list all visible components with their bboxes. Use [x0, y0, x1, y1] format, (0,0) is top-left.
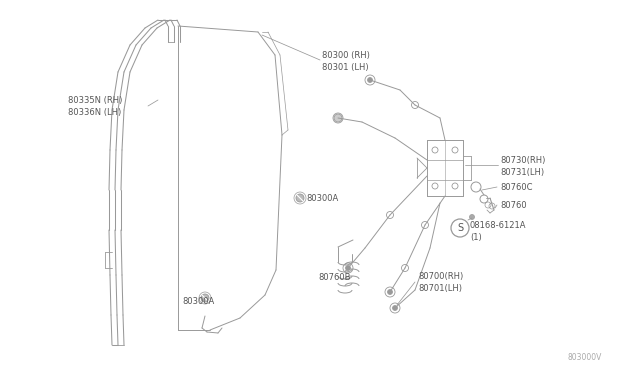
Text: (1): (1): [470, 232, 482, 241]
Circle shape: [335, 115, 340, 121]
Text: 80336N (LH): 80336N (LH): [68, 108, 121, 116]
Text: 80760C: 80760C: [500, 183, 532, 192]
Text: 803000V: 803000V: [568, 353, 602, 362]
Circle shape: [346, 266, 351, 270]
Text: 80760: 80760: [500, 201, 527, 209]
Text: 80700(RH): 80700(RH): [418, 273, 463, 282]
Circle shape: [367, 77, 372, 83]
Text: S: S: [457, 223, 463, 233]
Circle shape: [470, 215, 474, 219]
Circle shape: [201, 294, 209, 302]
Text: 80730(RH): 80730(RH): [500, 155, 545, 164]
Text: 08168-6121A: 08168-6121A: [470, 221, 527, 230]
Text: 80301 (LH): 80301 (LH): [322, 62, 369, 71]
Text: 80760B: 80760B: [318, 273, 351, 282]
Text: 80300A: 80300A: [182, 298, 214, 307]
Text: 80701(LH): 80701(LH): [418, 285, 462, 294]
Text: 80731(LH): 80731(LH): [500, 167, 544, 176]
Circle shape: [334, 114, 342, 122]
Circle shape: [392, 305, 397, 311]
Circle shape: [296, 194, 304, 202]
Circle shape: [387, 289, 392, 295]
Text: 80335N (RH): 80335N (RH): [68, 96, 122, 105]
Text: 80300 (RH): 80300 (RH): [322, 51, 370, 60]
Text: 80300A: 80300A: [306, 193, 339, 202]
